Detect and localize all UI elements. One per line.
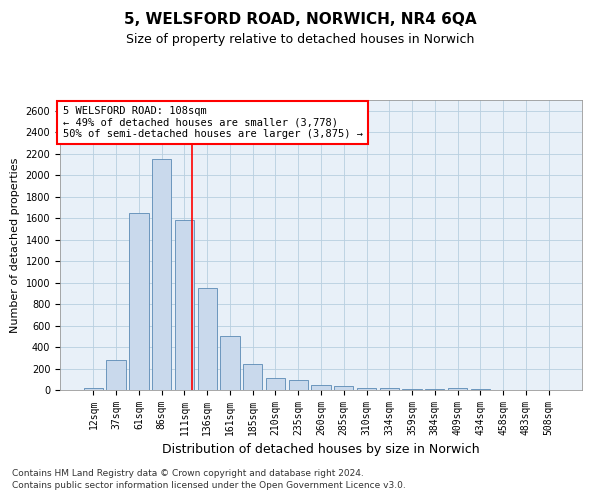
Bar (380, 388, 399, 390)
Bar (152, 159, 172, 390)
Bar (311, 384, 331, 390)
Bar (266, 378, 285, 390)
Y-axis label: Number of detached properties: Number of detached properties (10, 158, 20, 332)
Bar (289, 380, 308, 390)
Bar (403, 389, 422, 390)
Bar (334, 386, 353, 390)
X-axis label: Distribution of detached houses by size in Norwich: Distribution of detached houses by size … (162, 444, 480, 456)
Bar (243, 364, 262, 390)
Bar (357, 388, 376, 390)
Bar (84, 388, 103, 390)
Bar (129, 213, 149, 390)
Text: 5, WELSFORD ROAD, NORWICH, NR4 6QA: 5, WELSFORD ROAD, NORWICH, NR4 6QA (124, 12, 476, 28)
Bar (106, 360, 126, 390)
Bar (175, 220, 194, 390)
Text: Size of property relative to detached houses in Norwich: Size of property relative to detached ho… (126, 32, 474, 46)
Text: 5 WELSFORD ROAD: 108sqm
← 49% of detached houses are smaller (3,778)
50% of semi: 5 WELSFORD ROAD: 108sqm ← 49% of detache… (62, 106, 362, 139)
Text: Contains HM Land Registry data © Crown copyright and database right 2024.: Contains HM Land Registry data © Crown c… (12, 468, 364, 477)
Bar (220, 336, 239, 390)
Bar (197, 288, 217, 390)
Text: Contains public sector information licensed under the Open Government Licence v3: Contains public sector information licen… (12, 481, 406, 490)
Bar (448, 388, 467, 390)
